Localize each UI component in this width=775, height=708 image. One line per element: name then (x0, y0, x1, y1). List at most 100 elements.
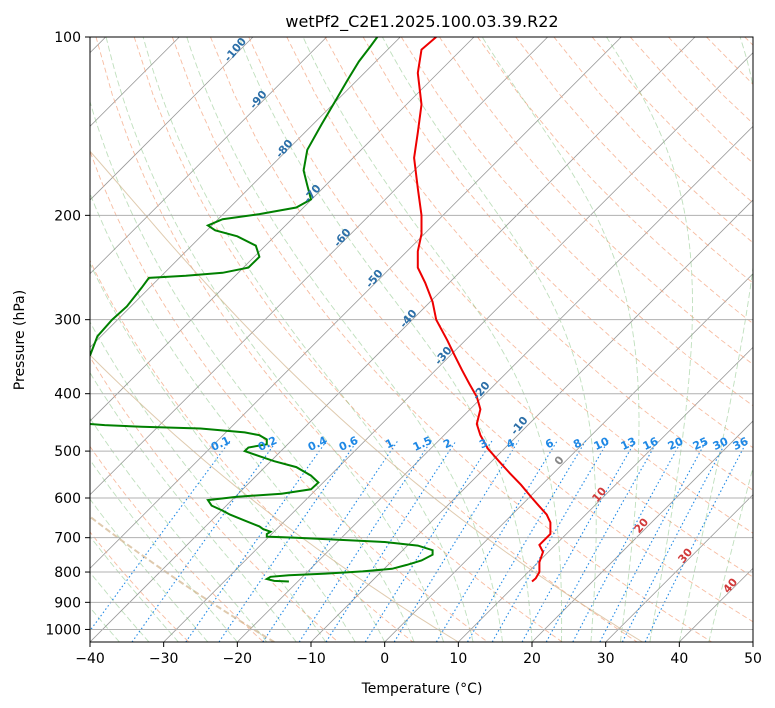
reference-curve (90, 150, 643, 642)
isotherm-line (237, 125, 753, 642)
mixing-ratio-line (644, 440, 748, 642)
moist-adiabat-line (90, 192, 386, 642)
isotherm-line (384, 273, 753, 642)
x-tick-label: −20 (223, 651, 253, 667)
x-tick-label: 0 (380, 651, 389, 667)
mixing-ratio-label: 25 (691, 435, 710, 453)
mixing-ratio-line (185, 440, 328, 642)
y-axis-title: Pressure (hPa) (12, 290, 28, 390)
mixing-ratio-label: 16 (641, 435, 661, 453)
profiles (90, 37, 552, 583)
moist-adiabat-line (105, 37, 445, 642)
y-tick-label: 900 (54, 595, 81, 611)
y-tick-label: 600 (54, 491, 81, 507)
moist-adiabat-line (90, 498, 209, 642)
mixing-ratio-label: 13 (619, 435, 638, 453)
moist-adiabat-line (90, 417, 268, 642)
x-tick-label: 50 (744, 651, 762, 667)
moist-adiabat-line (606, 37, 693, 642)
moist-adiabat-line (142, 37, 474, 642)
isotherm-line (90, 37, 548, 496)
mixing-ratio-label: 30 (711, 435, 731, 453)
isotherm-line (90, 37, 327, 275)
dry-adiabat-line (90, 259, 414, 642)
x-tick-label: −40 (75, 651, 105, 667)
moist-adiabat-line (90, 262, 356, 642)
dry-adiabat-line (90, 531, 190, 642)
dry-adiabat-line (95, 37, 563, 642)
mixing-ratio-line (393, 440, 520, 642)
isotherm-line (163, 52, 753, 642)
isotherm-line (605, 494, 753, 642)
y-tick-label: 800 (54, 565, 81, 581)
x-tick-label: 10 (449, 651, 467, 667)
y-tick-label: 400 (54, 387, 81, 403)
dry-adiabat-line (324, 37, 753, 491)
dry-adiabat-line (286, 37, 753, 534)
mixing-ratio-label: 36 (731, 435, 751, 453)
moist-adiabat-line (382, 37, 597, 642)
moist-adiabat-line (481, 37, 640, 642)
y-tick-label: 700 (54, 531, 81, 547)
x-tick-label: 20 (523, 651, 541, 667)
x-tick-label: −30 (149, 651, 179, 667)
mixing-ratio-line (325, 440, 457, 642)
x-tick-label: 40 (670, 651, 688, 667)
x-tick-label: −10 (296, 651, 326, 667)
x-tick-label: 30 (597, 651, 615, 667)
mixing-ratio-line (521, 440, 637, 642)
isotherm-line (90, 37, 622, 569)
mixing-ratio-line (491, 440, 609, 642)
mixing-ratio-line (545, 440, 659, 642)
y-tick-label: 100 (54, 30, 81, 46)
y-tick-label: 200 (54, 208, 81, 224)
dry-adiabat-line (400, 37, 753, 407)
mixing-ratio-line (298, 440, 432, 642)
dry-adiabat-line (515, 37, 753, 284)
dewpoint-profile-line (90, 423, 434, 583)
moist-adiabat-line (678, 37, 753, 642)
dry-adiabat-line (248, 37, 753, 578)
mixing-ratio-line (262, 440, 399, 642)
moist-adiabat-line (302, 37, 563, 642)
moist-adiabat-line (90, 571, 150, 642)
x-axis-title: Temperature (°C) (361, 681, 483, 697)
mixing-ratio-line (572, 440, 683, 642)
moist-adiabat-line (186, 37, 503, 642)
mixing-ratio-label: 20 (666, 435, 686, 453)
isotherm-line (531, 420, 753, 642)
isotherm-line (90, 37, 696, 642)
isotherm-line (458, 346, 753, 642)
y-tick-label: 300 (54, 313, 81, 329)
y-tick-label: 500 (54, 444, 81, 460)
dry-adiabat-line (90, 150, 488, 642)
mixing-ratio-line (131, 440, 278, 642)
dry-adiabat-line (90, 445, 264, 642)
y-axis: 100 200 300 400 500 600 700 800 900 1000 (45, 30, 90, 638)
mixing-ratio-label: 10 (592, 435, 612, 453)
background-lines (90, 37, 753, 642)
chart-title: wetPf2_C2E1.2025.100.03.39.R22 (285, 12, 558, 32)
moist-adiabat-line (90, 535, 179, 642)
moist-adiabat-line (90, 459, 238, 642)
mixing-ratio-line (435, 440, 558, 642)
isotherm-line (90, 37, 254, 201)
isotherm-line (90, 37, 475, 422)
dry-adiabat-line (477, 37, 753, 325)
y-tick-label: 1000 (45, 622, 81, 638)
dry-adiabat-line (439, 37, 753, 365)
mixing-ratio-line (467, 440, 587, 642)
mixing-ratio-line (90, 440, 231, 632)
reference-curve (90, 354, 459, 642)
x-axis: −40 −30 −20 −10 0 10 20 30 40 50 (75, 642, 762, 667)
moist-adiabat-line (238, 37, 533, 642)
mixing-ratio-line (364, 440, 493, 642)
plot-frame (89, 36, 754, 643)
dry-adiabat-line (362, 37, 753, 449)
dry-adiabat-line (90, 356, 339, 642)
dry-adiabat-line (171, 37, 712, 642)
temperature-profile-line (413, 37, 552, 583)
dewpoint-profile-line (90, 37, 379, 356)
isotherm-line (90, 37, 401, 348)
